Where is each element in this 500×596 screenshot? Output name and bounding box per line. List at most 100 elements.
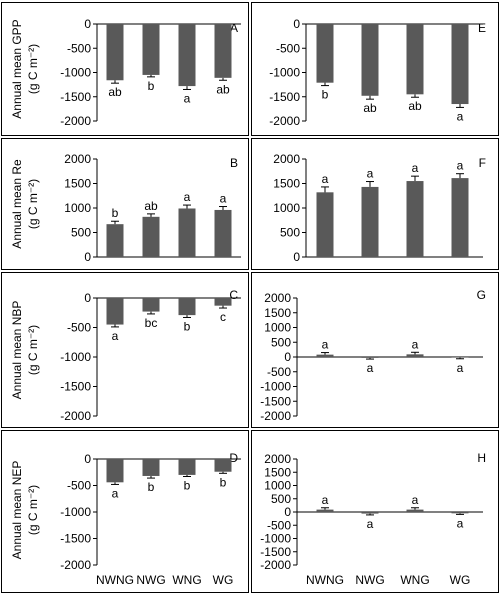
y-tick-label-f-3: 1500 [273, 177, 300, 191]
bar-f-nwng [316, 192, 334, 257]
significance-letter-c-0: a [112, 329, 119, 343]
significance-letter-g-2: a [412, 337, 419, 351]
bar-e-wng [406, 24, 424, 95]
panel-label-h: H [477, 451, 486, 465]
y-tick-label-b-1: 500 [71, 226, 91, 240]
panel-frame-a [1, 2, 249, 136]
y-tick-label-c-3: -1500 [60, 380, 91, 394]
y-tick-label-a-4: -2000 [60, 114, 91, 128]
y-axis-title-nep: Annual mean NEP (g C m⁻²) [10, 461, 40, 560]
panel-a: A 0 -500 -1000 -1500 -2000 ab b a ab [60, 17, 241, 128]
y-tick-label-f-1: 500 [280, 226, 300, 240]
y-axis-title-gpp-line2: (g C m⁻²) [26, 44, 40, 94]
panel-label-b: B [230, 156, 238, 170]
bar-g-wg [451, 357, 469, 358]
x-tick-label-nwg-left: NWG [136, 573, 165, 587]
y-tick-label-g-8: -2000 [260, 409, 291, 423]
significance-letter-e-0: b [322, 88, 329, 102]
bar-c-wg [214, 298, 232, 306]
significance-letter-f-2: a [412, 161, 419, 175]
y-axis-title-gpp-line1: Annual mean GPP [10, 19, 24, 118]
y-axis-title-nbp: Annual mean NBP (g C m⁻²) [10, 301, 40, 400]
y-tick-label-d-1: -500 [67, 479, 91, 493]
significance-letter-f-3: a [457, 159, 464, 173]
y-tick-label-c-2: -1000 [60, 350, 91, 364]
y-axis-title-nep-line1: Annual mean NEP [10, 461, 24, 560]
y-axis-title-nep-line2: (g C m⁻²) [26, 485, 40, 535]
y-tick-label-d-0: 0 [84, 452, 91, 466]
significance-letter-g-0: a [322, 338, 329, 352]
panel-label-g: G [477, 288, 486, 302]
bar-g-nwg [361, 357, 379, 358]
bar-h-wg [451, 512, 469, 514]
bar-b-wg [214, 209, 232, 257]
y-tick-label-h-3: 500 [271, 492, 291, 506]
y-tick-label-b-4: 2000 [64, 152, 91, 166]
y-tick-label-d-4: -2000 [60, 558, 91, 572]
significance-letter-c-1: bc [145, 316, 158, 330]
panel-label-e: E [478, 21, 486, 35]
panel-b: B 0 500 1000 1500 2000 b ab a a [64, 152, 241, 264]
significance-letter-d-1: b [148, 480, 155, 494]
y-tick-label-g-6: -1000 [260, 380, 291, 394]
y-tick-label-c-0: 0 [84, 291, 91, 305]
panel-label-f: F [479, 156, 486, 170]
bar-d-wng [178, 459, 196, 475]
bar-b-wng [178, 208, 196, 257]
bar-b-nwng [106, 224, 124, 257]
y-tick-label-a-0: 0 [84, 17, 91, 31]
y-tick-label-g-4: 0 [284, 350, 291, 364]
significance-letter-a-1: b [148, 79, 155, 93]
bar-g-nwng [316, 354, 334, 357]
significance-letter-b-3: a [220, 192, 227, 206]
y-axis-title-re-line2: (g C m⁻²) [26, 179, 40, 229]
y-tick-label-g-7: -1500 [260, 394, 291, 408]
bar-e-wg [451, 24, 469, 105]
significance-letter-b-1: ab [144, 199, 158, 213]
bar-f-wg [451, 178, 469, 257]
significance-letter-h-1: a [367, 517, 374, 531]
bar-e-nwng [316, 24, 334, 83]
significance-letter-h-3: a [457, 516, 464, 530]
bar-h-wng [406, 509, 424, 512]
significance-letter-h-0: a [322, 493, 329, 507]
bar-a-wg [214, 24, 232, 78]
x-tick-label-wng-left: WNG [172, 573, 201, 587]
x-tick-label-nwng-left: NWNG [96, 573, 134, 587]
bar-c-nwg [142, 298, 160, 312]
y-tick-label-h-8: -2000 [260, 558, 291, 572]
y-tick-label-a-1: -500 [67, 41, 91, 55]
y-tick-label-e-2: -1000 [269, 66, 300, 80]
y-axis-title-re-line1: Annual mean Re [10, 159, 24, 249]
significance-letter-f-0: a [322, 172, 329, 186]
panel-frame-c [1, 272, 249, 428]
panel-frame-f [251, 138, 499, 270]
y-tick-label-g-1: 1500 [264, 306, 291, 320]
significance-letter-c-3: c [220, 310, 226, 324]
panel-f: F 0 500 1000 1500 2000 a a a a [273, 152, 486, 264]
bar-c-nwng [106, 298, 124, 325]
panel-frame-d [1, 430, 249, 593]
y-tick-label-d-2: -1000 [60, 505, 91, 519]
bar-d-wg [214, 459, 232, 472]
panel-label-c: C [229, 288, 238, 302]
bar-a-wng [178, 24, 196, 87]
bar-g-wng [406, 354, 424, 357]
significance-letter-a-2: a [184, 91, 191, 105]
panel-d: D 0 -500 -1000 -1500 -2000 a b b b [60, 451, 241, 572]
y-tick-label-f-4: 2000 [273, 152, 300, 166]
y-tick-label-e-0: 0 [293, 17, 300, 31]
bar-e-nwg [361, 24, 379, 96]
y-tick-label-h-2: 1000 [264, 479, 291, 493]
significance-letter-g-3: a [457, 361, 464, 375]
panel-frame-e [251, 2, 499, 136]
y-axis-title-gpp: Annual mean GPP (g C m⁻²) [10, 19, 40, 118]
y-tick-label-a-2: -1000 [60, 66, 91, 80]
y-axis-title-nbp-line1: Annual mean NBP [10, 301, 24, 400]
significance-letter-e-1: ab [363, 101, 377, 115]
y-tick-label-f-0: 0 [293, 250, 300, 264]
bar-d-nwg [142, 459, 160, 476]
